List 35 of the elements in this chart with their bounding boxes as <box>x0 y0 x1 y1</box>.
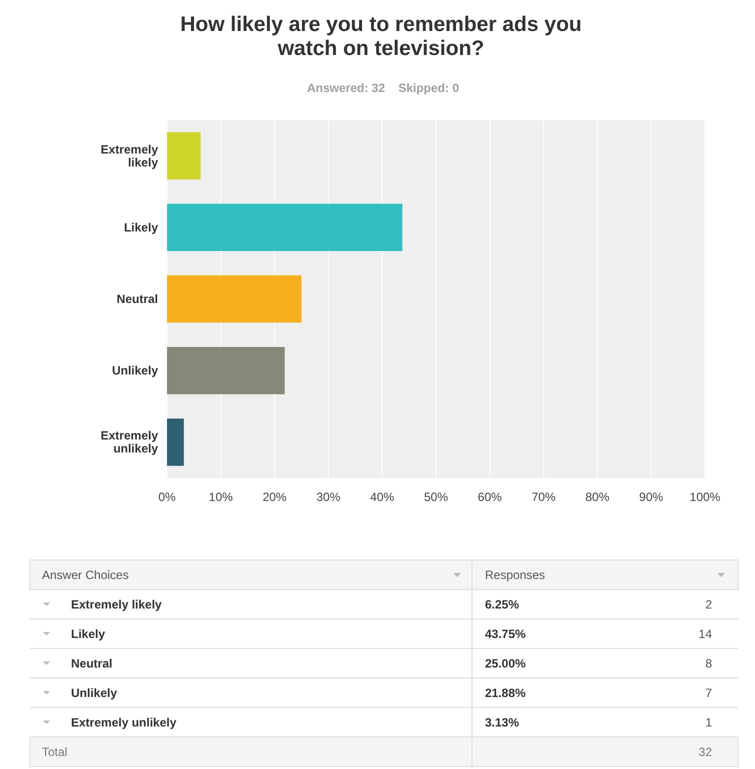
category-label: Likely <box>71 627 106 641</box>
x-tick-label: 90% <box>639 490 664 504</box>
text: 1 <box>705 716 712 730</box>
text: 25.00% <box>485 656 526 670</box>
x-tick-label: 40% <box>370 490 395 504</box>
y-tick-label: Likely <box>124 220 158 234</box>
text: Total <box>42 745 68 759</box>
text: 14 <box>698 627 712 641</box>
x-tick-label: 20% <box>262 490 287 504</box>
y-tick-label: Unlikely <box>112 364 158 378</box>
text: 7 <box>705 686 712 700</box>
x-tick-label: 70% <box>532 490 556 504</box>
text: Answer Choices <box>42 568 129 582</box>
x-tick-label: 30% <box>316 490 341 504</box>
text: Responses <box>485 568 546 582</box>
text: 21.88% <box>485 686 526 700</box>
x-tick-label: 10% <box>208 490 234 504</box>
y-tick-label: Neutral <box>116 292 158 306</box>
x-tick-label: 50% <box>424 490 448 504</box>
x-tick-label: 0% <box>158 490 176 504</box>
x-tick-label: 80% <box>585 490 610 504</box>
text: 8 <box>705 656 712 670</box>
x-tick-label: 60% <box>478 490 502 504</box>
x-tick-label: 100% <box>690 490 721 504</box>
chart-subtitle: Answered: 32 Skipped: 0 <box>306 81 460 95</box>
category-label: Neutral <box>71 656 112 670</box>
text: 3.13% <box>485 716 520 730</box>
text: 43.75% <box>485 627 526 641</box>
text: 2 <box>705 598 712 612</box>
y-tick-label: Extremely unlikely <box>100 428 158 456</box>
category-label: Unlikely <box>71 686 118 700</box>
text: 6.25% <box>485 598 520 612</box>
chart-title: How likely are you to remember ads you watch on television? <box>180 13 582 60</box>
y-tick-label: Extremely likely <box>100 142 158 170</box>
text: 32 <box>698 745 712 759</box>
